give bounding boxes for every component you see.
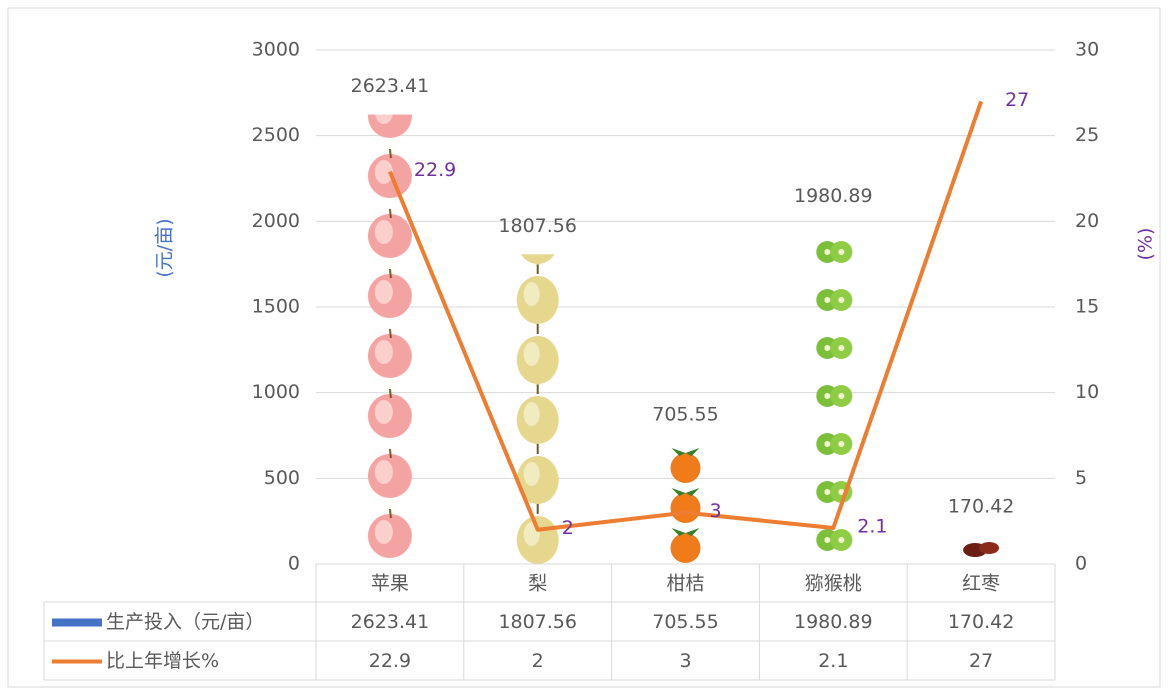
y2-tick-label: 15 xyxy=(1075,296,1099,318)
table-cell: 1807.56 xyxy=(498,611,577,633)
line-value-label: 22.9 xyxy=(414,159,456,181)
y2-axis-title: (%) xyxy=(1135,228,1157,261)
y2-tick-label: 5 xyxy=(1075,467,1087,489)
x-tick-label: 苹果 xyxy=(371,573,409,595)
table-cell: 2.1 xyxy=(818,650,848,672)
bar-value-label: 1980.89 xyxy=(794,185,873,207)
legend-label: 生产投入（元/亩） xyxy=(106,611,264,633)
table-cell: 2 xyxy=(532,650,544,672)
y-tick-label: 2500 xyxy=(252,124,300,146)
bar-value-label: 1807.56 xyxy=(498,215,577,237)
table-cell: 27 xyxy=(969,650,993,672)
bar xyxy=(361,114,418,564)
bar xyxy=(953,534,1010,564)
y-tick-label: 500 xyxy=(264,467,300,489)
bar xyxy=(805,224,862,564)
bar xyxy=(657,443,714,564)
bar-value-label: 170.42 xyxy=(948,495,1014,517)
legend-key xyxy=(52,618,102,627)
table-cell: 2623.41 xyxy=(351,611,430,633)
line-value-label: 2 xyxy=(562,517,574,539)
bar-value-label: 705.55 xyxy=(652,404,718,426)
y-axis-title: (元/亩) xyxy=(154,218,176,277)
legend-label: 比上年增长% xyxy=(106,650,219,672)
y2-tick-label: 20 xyxy=(1075,210,1099,232)
y-tick-label: 0 xyxy=(288,553,300,575)
table-cell: 1980.89 xyxy=(794,611,873,633)
y-tick-label: 1500 xyxy=(252,296,300,318)
table-cell: 705.55 xyxy=(652,611,718,633)
bar-value-label: 2623.41 xyxy=(351,75,430,97)
y2-tick-label: 25 xyxy=(1075,124,1099,146)
x-tick-label: 猕猴桃 xyxy=(805,573,862,595)
chart-border xyxy=(7,7,1161,688)
table-cell: 170.42 xyxy=(948,611,1014,633)
bar xyxy=(509,254,566,564)
line-value-label: 27 xyxy=(1005,89,1029,111)
table-cell: 22.9 xyxy=(369,650,411,672)
table-cell: 3 xyxy=(679,650,691,672)
y-tick-label: 3000 xyxy=(252,39,300,61)
x-tick-label: 柑桔 xyxy=(666,573,704,595)
line-value-label: 2.1 xyxy=(857,516,887,538)
line-value-label: 3 xyxy=(710,500,722,522)
y2-tick-label: 0 xyxy=(1075,553,1087,575)
y-tick-label: 1000 xyxy=(252,381,300,403)
y-tick-label: 2000 xyxy=(252,210,300,232)
x-tick-label: 梨 xyxy=(528,573,547,595)
y2-tick-label: 10 xyxy=(1075,381,1099,403)
line xyxy=(388,100,983,532)
x-tick-label: 红枣 xyxy=(962,573,1000,595)
y2-tick-label: 30 xyxy=(1075,39,1099,61)
